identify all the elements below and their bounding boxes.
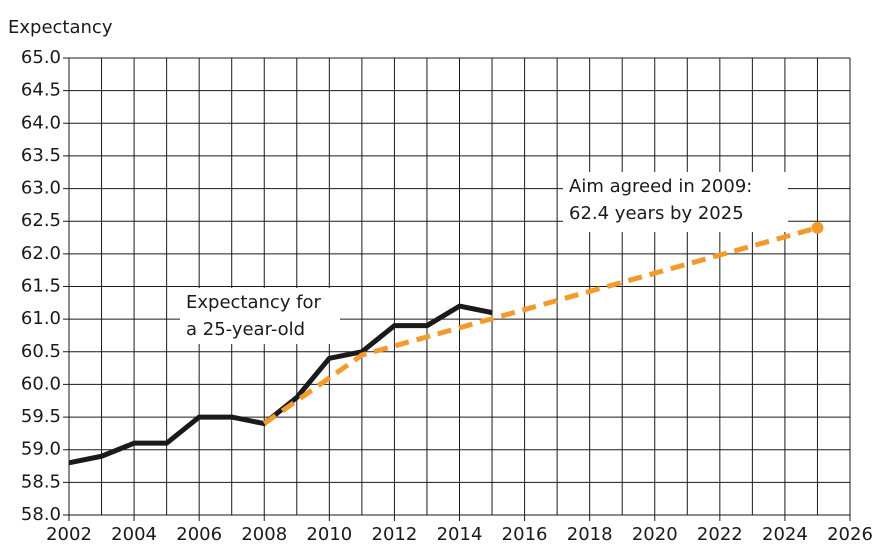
x-tick-label: 2012 — [372, 524, 418, 545]
y-tick-label: 64.0 — [21, 112, 61, 133]
x-tick-label: 2008 — [241, 524, 287, 545]
y-tick-label: 58.0 — [21, 504, 61, 525]
y-tick-label: 63.5 — [21, 145, 61, 166]
x-tick-label: 2006 — [176, 524, 222, 545]
y-tick-label: 61.0 — [21, 308, 61, 329]
annotation-text: Expectancy for — [186, 292, 322, 313]
annotation-box — [180, 288, 340, 344]
annotation-text: 62.4 years by 2025 — [569, 203, 744, 224]
y-tick-label: 60.0 — [21, 373, 61, 394]
y-tick-label: 61.5 — [21, 276, 61, 297]
annotation-text: a 25-year-old — [186, 319, 305, 340]
y-tick-label: 62.0 — [21, 243, 61, 264]
x-tick-label: 2010 — [306, 524, 352, 545]
x-tick-label: 2022 — [697, 524, 743, 545]
annotation-text: Aim agreed in 2009: — [569, 176, 752, 197]
x-tick-label: 2018 — [567, 524, 613, 545]
x-tick-label: 2026 — [827, 524, 873, 545]
data-line — [68, 303, 493, 466]
x-tick-label: 2016 — [502, 524, 548, 545]
y-tick-label: 59.5 — [21, 406, 61, 427]
x-tick-label: 2020 — [632, 524, 678, 545]
y-tick-label: 58.5 — [21, 471, 61, 492]
x-tick-label: 2004 — [111, 524, 157, 545]
y-axis-label: Expectancy — [8, 17, 113, 38]
y-tick-label: 62.5 — [21, 210, 61, 231]
y-tick-label: 64.5 — [21, 80, 61, 101]
y-tick-label: 65.0 — [21, 47, 61, 68]
annotation-box — [563, 172, 788, 232]
y-tick-label: 59.0 — [21, 439, 61, 460]
x-tick-label: 2024 — [762, 524, 808, 545]
x-tick-label: 2002 — [46, 524, 92, 545]
end-marker — [811, 221, 824, 234]
y-tick-label: 63.0 — [21, 178, 61, 199]
y-tick-label: 60.5 — [21, 341, 61, 362]
x-tick-label: 2014 — [437, 524, 483, 545]
data-line — [262, 225, 819, 426]
